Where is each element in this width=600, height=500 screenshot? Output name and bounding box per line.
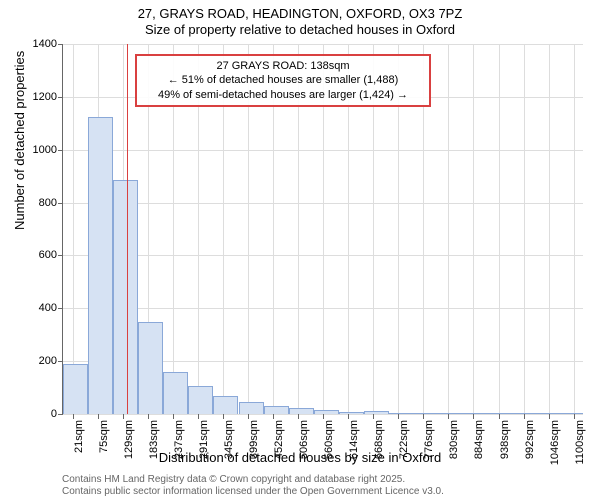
xtick-mark — [248, 414, 249, 419]
ytick-label: 1000 — [33, 144, 57, 156]
gridline-v — [499, 44, 500, 414]
annotation-line3: 49% of semi-detached houses are larger (… — [143, 88, 423, 102]
histogram-bar — [188, 386, 213, 414]
histogram-bar — [289, 408, 314, 414]
ytick-mark — [58, 255, 63, 256]
histogram-bar — [339, 412, 364, 414]
xtick-mark — [148, 414, 149, 419]
histogram-bar — [163, 372, 188, 414]
xtick-mark — [473, 414, 474, 419]
chart-title-line2: Size of property relative to detached ho… — [0, 22, 600, 37]
histogram-bar — [264, 406, 289, 414]
xtick-mark — [373, 414, 374, 419]
gridline-v — [574, 44, 575, 414]
ytick-mark — [58, 97, 63, 98]
histogram-bar — [539, 413, 564, 414]
ytick-label: 200 — [39, 355, 57, 367]
histogram-bar — [113, 180, 138, 414]
ytick-label: 1200 — [33, 91, 57, 103]
gridline-v — [448, 44, 449, 414]
gridline-v — [473, 44, 474, 414]
histogram-bar — [439, 413, 464, 414]
histogram-bar — [389, 413, 414, 414]
histogram-bar — [364, 411, 389, 414]
xtick-mark — [323, 414, 324, 419]
histogram-bar — [514, 413, 539, 414]
footer-attribution: Contains HM Land Registry data © Crown c… — [62, 474, 444, 498]
histogram-bar — [564, 413, 583, 414]
xtick-mark — [198, 414, 199, 419]
xtick-mark — [398, 414, 399, 419]
histogram-bar — [239, 402, 264, 414]
ytick-label: 400 — [39, 302, 57, 314]
xtick-mark — [73, 414, 74, 419]
xtick-mark — [499, 414, 500, 419]
histogram-bar — [489, 413, 514, 414]
histogram-bar — [63, 364, 88, 414]
xtick-mark — [574, 414, 575, 419]
xtick-mark — [173, 414, 174, 419]
xtick-mark — [348, 414, 349, 419]
annotation-box: 27 GRAYS ROAD: 138sqm← 51% of detached h… — [135, 54, 431, 107]
footer-line1: Contains HM Land Registry data © Crown c… — [62, 474, 444, 486]
plot-area: 020040060080010001200140021sqm75sqm129sq… — [62, 44, 583, 415]
ytick-mark — [58, 308, 63, 309]
gridline-v — [524, 44, 525, 414]
gridline-v — [549, 44, 550, 414]
histogram-bar — [88, 117, 113, 414]
ytick-label: 0 — [51, 408, 57, 420]
xtick-mark — [298, 414, 299, 419]
ytick-mark — [58, 203, 63, 204]
chart-container: 27, GRAYS ROAD, HEADINGTON, OXFORD, OX3 … — [0, 0, 600, 500]
xtick-mark — [98, 414, 99, 419]
x-axis-title: Distribution of detached houses by size … — [0, 450, 600, 465]
ytick-mark — [58, 361, 63, 362]
annotation-line2: ← 51% of detached houses are smaller (1,… — [143, 73, 423, 87]
histogram-bar — [138, 322, 163, 415]
ytick-mark — [58, 150, 63, 151]
histogram-bar — [213, 396, 238, 415]
ytick-label: 1400 — [33, 38, 57, 50]
chart-title-line1: 27, GRAYS ROAD, HEADINGTON, OXFORD, OX3 … — [0, 6, 600, 21]
xtick-mark — [448, 414, 449, 419]
annotation-line1: 27 GRAYS ROAD: 138sqm — [143, 59, 423, 73]
xtick-mark — [223, 414, 224, 419]
histogram-bar — [414, 413, 439, 414]
ytick-mark — [58, 44, 63, 45]
xtick-mark — [273, 414, 274, 419]
xtick-mark — [423, 414, 424, 419]
gridline-v — [73, 44, 74, 414]
reference-marker-line — [127, 44, 128, 414]
ytick-label: 800 — [39, 197, 57, 209]
xtick-mark — [524, 414, 525, 419]
ytick-mark — [58, 414, 63, 415]
xtick-mark — [549, 414, 550, 419]
y-axis-title: Number of detached properties — [12, 51, 27, 230]
xtick-mark — [123, 414, 124, 419]
xtick-label: 21sqm — [73, 420, 85, 453]
footer-line2: Contains public sector information licen… — [62, 486, 444, 498]
histogram-bar — [464, 413, 489, 414]
ytick-label: 600 — [39, 249, 57, 261]
histogram-bar — [314, 410, 339, 414]
xtick-label: 75sqm — [98, 420, 110, 453]
